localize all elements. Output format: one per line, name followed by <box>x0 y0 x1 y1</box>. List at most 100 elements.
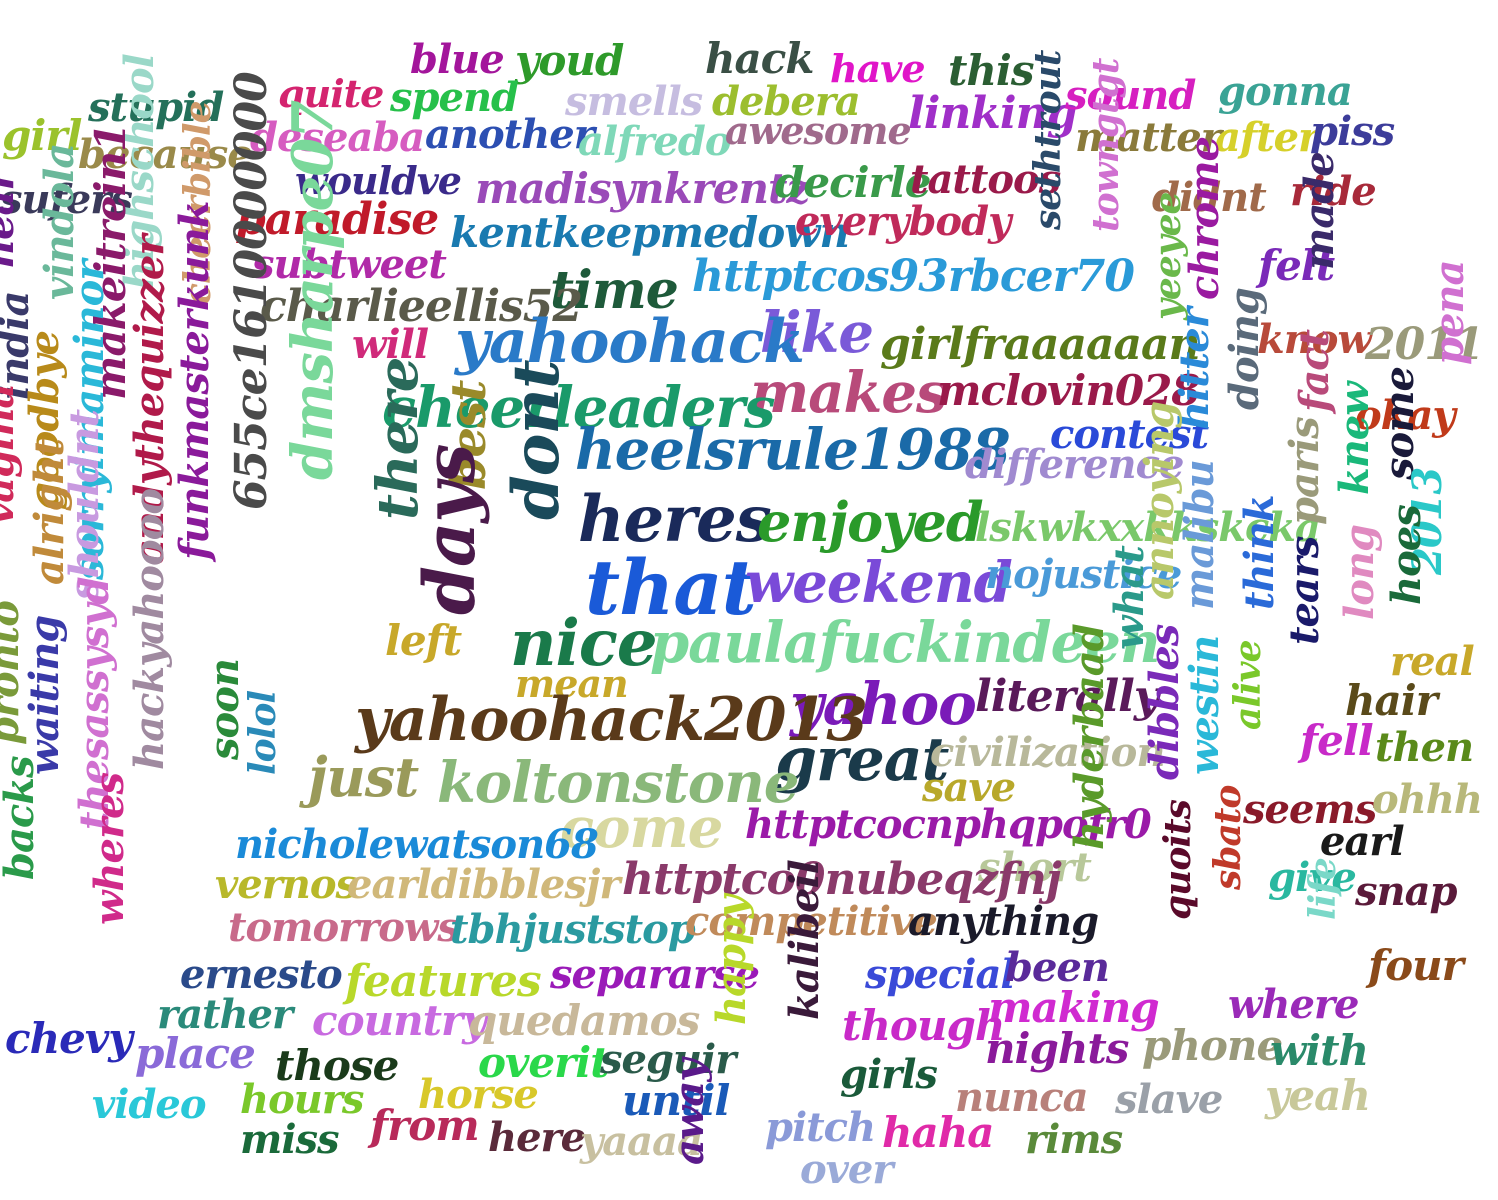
word-nice: nice <box>510 606 658 681</box>
word-linking: linking <box>908 88 1077 139</box>
word-yeah: yeah <box>1265 1071 1371 1120</box>
word-quedamos: quedamos <box>468 996 700 1045</box>
word-httptcos93rbcer70: httptcos93rbcer70 <box>692 251 1135 302</box>
word-didnt: didnt <box>1152 174 1267 221</box>
word-those: those <box>275 1041 399 1090</box>
word-wheres: wheres <box>86 772 133 925</box>
word-from: from <box>370 1101 480 1150</box>
word-haha: haha <box>882 1108 994 1157</box>
word-snap: snap <box>1355 868 1457 915</box>
word-earl: earl <box>1320 818 1405 865</box>
word-hear: hear <box>0 170 23 268</box>
word-funkmasterkunk: funkmasterkunk <box>171 201 218 560</box>
word-deseaba: deseaba <box>250 114 425 161</box>
word-malibu: malibu <box>1176 460 1223 610</box>
word-ride: ride <box>1290 168 1377 215</box>
word-days: days <box>408 444 491 615</box>
word-difference: difference <box>965 441 1184 488</box>
word-subtweet: subtweet <box>252 241 447 288</box>
word-shouldnt: shouldnt <box>61 409 108 600</box>
word-kentkeepmedown: kentkeepmedown <box>450 208 850 257</box>
word-just: just <box>308 745 419 809</box>
word-with: with <box>1270 1026 1369 1075</box>
word-have: have <box>830 46 926 91</box>
word-lskwkxxkkskcka: lskwkxxkkskcka <box>975 504 1321 551</box>
word-another: another <box>425 111 595 158</box>
word-sethtrout: sethtrout <box>1027 50 1069 230</box>
word-charlieellis52: charlieellis52 <box>260 281 583 332</box>
word-here: here <box>488 1114 586 1161</box>
word-tattoos: tattoos <box>910 156 1061 203</box>
word-civilization: civilization <box>930 729 1165 776</box>
word-girl: girl <box>2 111 82 160</box>
word-earldibblesjr: earldibblesjr <box>347 861 620 908</box>
word-alfredo: alfredo <box>578 118 731 165</box>
word-miss: miss <box>240 1116 340 1163</box>
word-gonna: gonna <box>1218 68 1353 115</box>
word-this: this <box>948 46 1035 95</box>
word-awesome: awesome <box>725 108 912 153</box>
word-pena: pena <box>1426 260 1473 365</box>
word-debera: debera <box>712 78 861 125</box>
word-hackyahoooo: hackyahoooo <box>126 488 173 770</box>
word-tbhjuststop: tbhjuststop <box>450 906 696 953</box>
word-life: life <box>1302 858 1344 920</box>
word-okay: okay <box>1355 392 1456 439</box>
word-waiting: waiting <box>21 615 68 775</box>
word-making: making <box>988 983 1160 1032</box>
word-though: though <box>842 1001 1005 1050</box>
word-overit: overit <box>478 1038 610 1087</box>
word-long: long <box>1336 525 1383 620</box>
word-spend: spend <box>390 74 519 121</box>
word-soon: soon <box>201 659 248 760</box>
word-madisynkrentz: madisynkrentz <box>475 164 810 213</box>
word-horse: horse <box>418 1071 539 1118</box>
word-because: because <box>78 131 253 178</box>
word-place: place <box>135 1029 256 1078</box>
word-real: real <box>1390 638 1475 685</box>
word-kalibeil: kalibeil <box>781 860 828 1020</box>
word-competitive: competitive <box>685 898 938 945</box>
word-sufers: sufers <box>0 176 133 223</box>
word-will: will <box>352 321 429 368</box>
word-give: give <box>1268 854 1357 901</box>
word-until: until <box>622 1076 730 1125</box>
word-smells: smells <box>565 78 703 125</box>
word-come: come <box>560 795 723 861</box>
word-cheerleaders: cheerleaders <box>382 375 776 441</box>
word-dibbles: dibbles <box>1141 624 1188 780</box>
word-felt: felt <box>1258 241 1335 290</box>
word-weekend: weekend <box>745 550 1013 616</box>
word-made: made <box>1296 152 1343 270</box>
word-makes: makes <box>750 360 947 426</box>
word-nojustice: nojustice <box>985 551 1182 598</box>
word-httptcocnphqpofr0: httptcocnphqpofr0 <box>745 801 1152 848</box>
word-towngtgt: towngtgt <box>1085 58 1127 232</box>
word-yahoohack: yahoohack <box>455 307 805 377</box>
word-phone: phone <box>1142 1021 1283 1070</box>
word-seguir: seguir <box>600 1036 736 1083</box>
word-girlfraaaaaan: girlfraaaaaan <box>880 319 1201 370</box>
word-paris: paris <box>1281 417 1328 525</box>
word-been: been <box>1005 944 1110 991</box>
word-tears: tears <box>1281 536 1328 645</box>
word-seems: seems <box>1243 786 1377 833</box>
word-special: special <box>865 951 1016 998</box>
word-ernesto: ernesto <box>180 951 343 998</box>
word-dmsharpe07: dmsharpe07 <box>280 100 346 480</box>
word-heelsrule1988: heelsrule1988 <box>575 417 1011 483</box>
word-ohhh: ohhh <box>1372 776 1483 823</box>
word-sbato: sbato <box>1207 785 1249 890</box>
word-paulafuckindeen: paulafuckindeen <box>650 610 1161 676</box>
word-hair: hair <box>1345 676 1438 725</box>
word-yahoo: yahoo <box>790 670 977 738</box>
word-hours: hours <box>240 1076 364 1123</box>
word-blue: blue <box>410 36 505 83</box>
word-save: save <box>922 764 1016 811</box>
word-sound: sound <box>1065 72 1196 119</box>
word-left: left <box>385 616 462 665</box>
word-rims: rims <box>1025 1116 1123 1163</box>
word-country: country <box>312 996 487 1045</box>
word-some: some <box>1376 367 1423 480</box>
